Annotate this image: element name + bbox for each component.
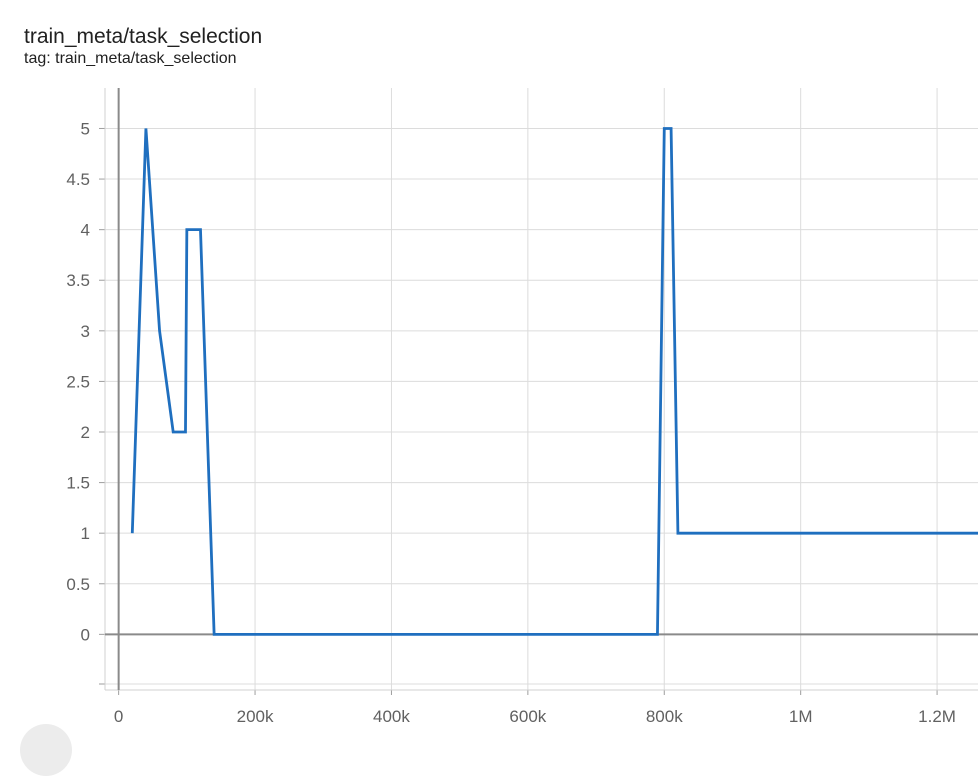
y-tick-label: 0.5: [66, 575, 90, 594]
x-tick-label: 0: [114, 707, 123, 726]
y-tick-label: 2: [81, 423, 90, 442]
card-header: train_meta/task_selection tag: train_met…: [24, 24, 262, 68]
x-tick-label: 200k: [237, 707, 274, 726]
y-tick-label: 2.5: [66, 372, 90, 391]
y-tick-label: 0: [81, 625, 90, 644]
y-tick-label: 4.5: [66, 170, 90, 189]
y-tick-label: 3: [81, 322, 90, 341]
x-tick-label: 800k: [646, 707, 683, 726]
series-line-0[interactable]: [130, 127, 978, 636]
chart-tag: tag: train_meta/task_selection: [24, 50, 237, 67]
y-tick-label: 1.5: [66, 474, 90, 493]
y-tick-label: 4: [81, 221, 90, 240]
grid: [105, 88, 978, 690]
y-tick-label: 5: [81, 119, 90, 138]
y-tick-label: 3.5: [66, 271, 90, 290]
series[interactable]: [130, 127, 978, 636]
x-tick-label: 400k: [373, 707, 410, 726]
fab-button[interactable]: [20, 724, 72, 776]
x-tick-label: 600k: [509, 707, 546, 726]
chart-title: train_meta/task_selection: [24, 25, 263, 48]
x-tick-label: 1M: [789, 707, 813, 726]
line-chart[interactable]: 0 0.5 1 1.5 2 2.5 3 3.5 4 4.5 5 0 200k 400k 600k 800k 1M…: [0, 0, 978, 734]
y-tick-label: 1: [81, 524, 90, 543]
tick-labels: 0 0.5 1 1.5 2 2.5 3 3.5 4 4.5 5 0 200k 400k 600k 800k 1M…: [66, 119, 956, 726]
x-tick-label: 1.2M: [918, 707, 956, 726]
